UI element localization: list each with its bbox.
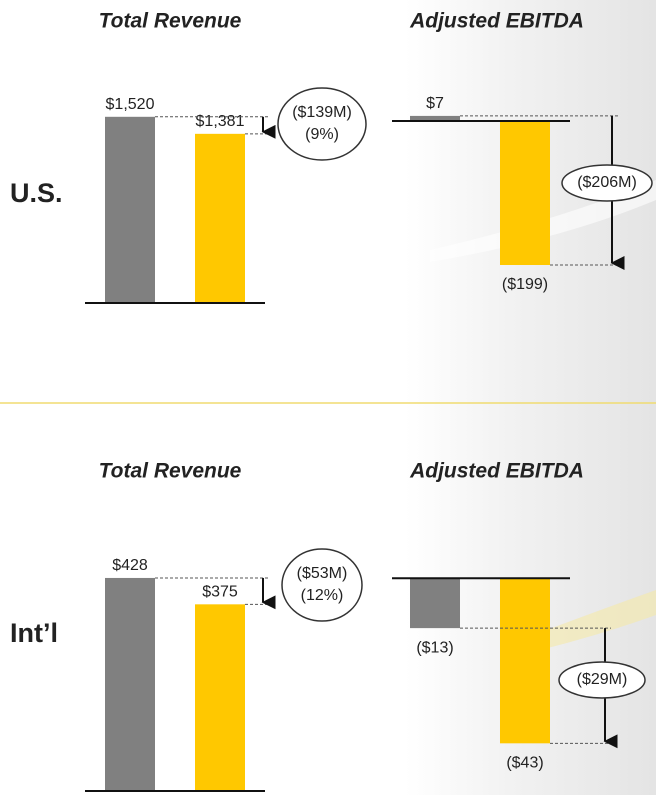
change-label: ($206M) (577, 174, 637, 191)
value-label: ($199) (502, 276, 548, 293)
value-label: $1,381 (196, 113, 245, 130)
change-bubble (561, 164, 653, 202)
change-label: (12%) (301, 587, 344, 604)
bar (105, 577, 155, 791)
bar (410, 578, 460, 629)
bar (500, 120, 550, 266)
change-bubble (281, 548, 363, 622)
bar (105, 116, 155, 303)
section-label: Int’l (10, 618, 58, 648)
chart-title: Adjusted EBITDA (409, 460, 584, 483)
section-label: U.S. (10, 178, 63, 208)
value-label: $1,520 (106, 96, 155, 113)
change-label: ($139M) (292, 104, 352, 121)
change-label: (9%) (305, 126, 339, 143)
change-label: ($29M) (577, 671, 628, 688)
change-label: ($53M) (297, 565, 348, 582)
bar (195, 133, 245, 303)
chart-title: Total Revenue (99, 460, 242, 483)
value-label: $375 (202, 584, 238, 601)
value-label: ($43) (506, 755, 543, 772)
bar (410, 115, 460, 121)
streak (520, 590, 656, 650)
change-bubble (558, 661, 646, 699)
chart-title: Adjusted EBITDA (409, 10, 584, 33)
value-label: $7 (426, 95, 444, 112)
bar (500, 578, 550, 744)
bar (195, 604, 245, 791)
value-label: ($13) (416, 639, 453, 656)
change-bubble (277, 87, 367, 161)
value-label: $428 (112, 557, 148, 574)
chart-title: Total Revenue (99, 10, 242, 33)
